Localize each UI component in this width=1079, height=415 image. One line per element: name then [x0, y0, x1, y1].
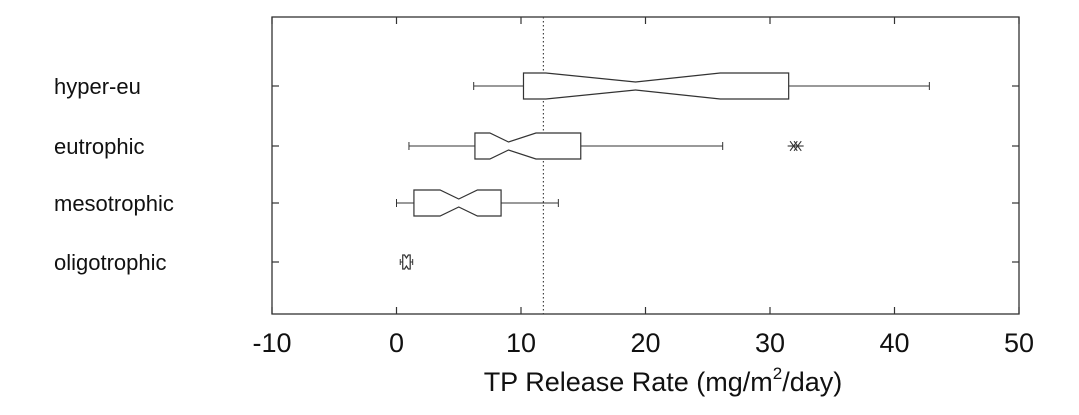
- x-tick-label: 40: [879, 328, 909, 358]
- notched-box: [403, 255, 410, 269]
- x-tick-label: -10: [252, 328, 291, 358]
- x-axis-title-suffix: /day): [782, 367, 842, 397]
- x-tick-label: 50: [1004, 328, 1034, 358]
- category-label: mesotrophic: [54, 191, 174, 216]
- category-label: oligotrophic: [54, 250, 167, 275]
- x-tick-label: 20: [630, 328, 660, 358]
- x-axis-title: TP Release Rate (mg/m2/day): [484, 364, 843, 397]
- x-tick-label: 10: [506, 328, 536, 358]
- x-tick-label: 30: [755, 328, 785, 358]
- x-tick-label: 0: [389, 328, 404, 358]
- notched-box: [475, 133, 581, 159]
- category-label: eutrophic: [54, 134, 145, 159]
- x-axis-title-superscript: 2: [773, 364, 782, 383]
- category-label: hyper-eu: [54, 74, 141, 99]
- x-axis-title-prefix: TP Release Rate (mg/m: [484, 367, 773, 397]
